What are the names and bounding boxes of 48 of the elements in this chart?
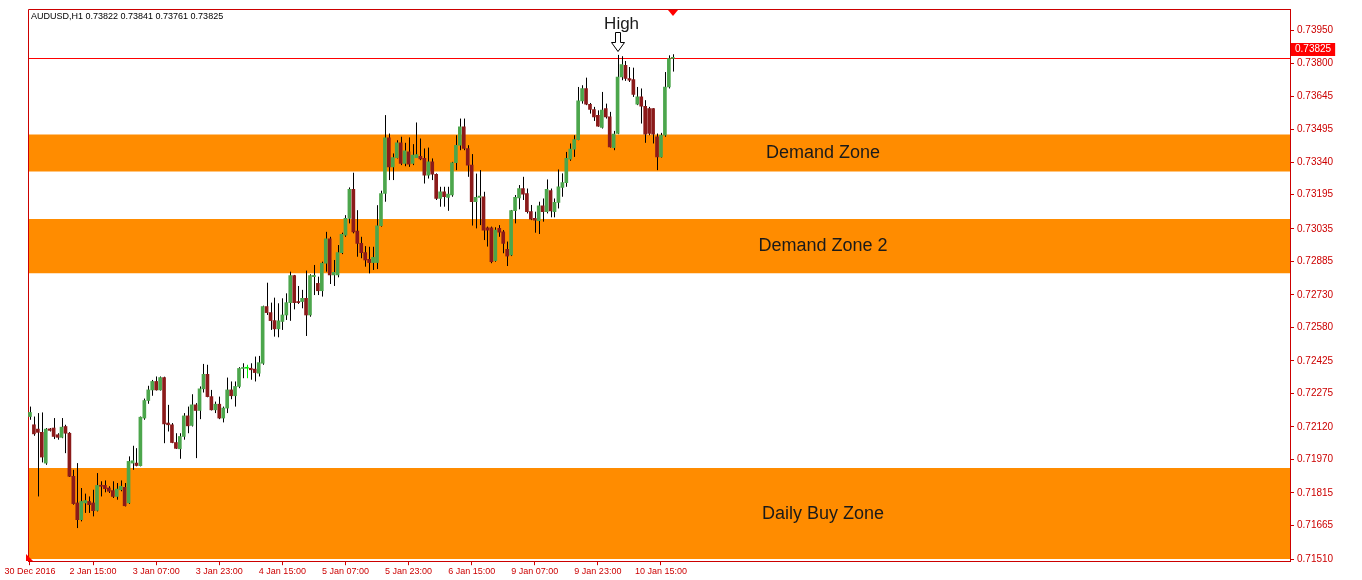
x-tick-label: 6 Jan 15:00 bbox=[448, 566, 496, 577]
chart-title: AUDUSD,H1 0.73822 0.73841 0.73761 0.73825 bbox=[31, 10, 224, 21]
x-tick-label: 9 Jan 07:00 bbox=[511, 566, 559, 577]
band-label: Daily Buy Zone bbox=[762, 502, 885, 523]
candlestick bbox=[536, 201, 541, 235]
y-tick-label: 0.71510 bbox=[1297, 552, 1334, 564]
y-tick-label: 0.71815 bbox=[1297, 486, 1334, 498]
y-tick-label: 0.73195 bbox=[1297, 187, 1334, 199]
candlestick bbox=[185, 406, 190, 434]
candlestick bbox=[426, 147, 431, 180]
candlestick bbox=[438, 186, 442, 208]
x-tick-label: 30 Dec 2016 bbox=[4, 566, 56, 577]
y-tick-label: 0.73035 bbox=[1297, 222, 1334, 234]
y-tick-label: 0.73950 bbox=[1297, 24, 1334, 36]
y-tick-label: 0.73495 bbox=[1297, 122, 1334, 134]
candlestick bbox=[36, 412, 40, 497]
y-tick-label: 0.72425 bbox=[1297, 354, 1334, 366]
x-tick-label: 10 Jan 15:00 bbox=[634, 566, 687, 577]
annotation: High bbox=[604, 13, 640, 33]
x-tick-label: 3 Jan 07:00 bbox=[132, 566, 180, 577]
x-tick-label: 2 Jan 15:00 bbox=[69, 566, 117, 577]
y-tick-label: 0.72120 bbox=[1297, 420, 1334, 432]
ref-line-label: 0.73825 bbox=[1295, 43, 1332, 55]
band-label: Demand Zone bbox=[766, 141, 881, 162]
y-tick-label: 0.72275 bbox=[1297, 387, 1334, 399]
y-tick-label: 0.73340 bbox=[1297, 156, 1334, 168]
y-tick-label: 0.72885 bbox=[1297, 255, 1334, 267]
candlestick bbox=[655, 133, 659, 171]
candlestick bbox=[442, 186, 446, 208]
y-tick-label: 0.73645 bbox=[1297, 90, 1334, 102]
x-tick-label: 5 Jan 07:00 bbox=[321, 566, 369, 577]
x-tick-label: 5 Jan 23:00 bbox=[385, 566, 433, 577]
candlestick bbox=[501, 229, 506, 254]
x-tick-label: 9 Jan 23:00 bbox=[574, 566, 622, 577]
x-tick-label: 3 Jan 23:00 bbox=[195, 566, 243, 577]
candlestick bbox=[367, 246, 371, 274]
candlestick bbox=[304, 270, 308, 337]
candlestick bbox=[584, 77, 588, 106]
candlestick bbox=[252, 356, 257, 382]
candlestick bbox=[300, 289, 304, 309]
y-tick-label: 0.71665 bbox=[1297, 519, 1334, 531]
candlestick bbox=[32, 416, 36, 437]
band-label: Demand Zone 2 bbox=[758, 235, 888, 256]
y-tick-label: 0.72730 bbox=[1297, 288, 1334, 300]
y-tick-label: 0.72580 bbox=[1297, 321, 1334, 333]
y-tick-label: 0.71970 bbox=[1297, 453, 1334, 465]
y-tick-label: 0.73800 bbox=[1297, 56, 1334, 68]
x-tick-label: 4 Jan 15:00 bbox=[258, 566, 306, 577]
